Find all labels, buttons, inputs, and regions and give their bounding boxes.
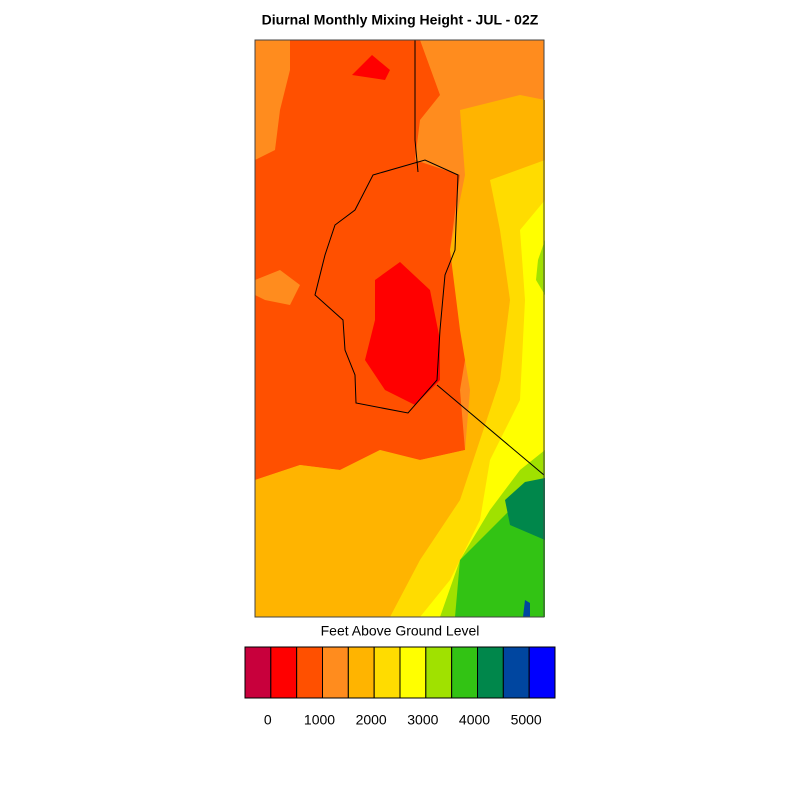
colorbar-box — [399, 646, 427, 699]
boundary — [436, 384, 545, 476]
title: Diurnal Monthly Mixing Height - JUL - 02… — [262, 12, 539, 28]
colorbar-box — [451, 646, 478, 699]
colorbar-box — [528, 646, 556, 699]
colorbar-box — [244, 646, 272, 699]
contour-fill — [365, 262, 440, 405]
map-frame — [254, 39, 545, 618]
colorbar-box — [322, 646, 349, 699]
colorbar: 0 1000 2000 3000 4000 5000 — [244, 646, 556, 728]
colorbar-tick-label: 0 — [264, 712, 272, 728]
map — [254, 39, 545, 618]
contour-fill — [255, 270, 300, 305]
colorbar-box — [425, 646, 453, 699]
colorbar-box — [270, 646, 298, 699]
boundary — [414, 40, 419, 173]
colorbar-tick-label: 5000 — [511, 712, 542, 728]
colorbar-tick-label: 4000 — [459, 712, 490, 728]
boundary — [314, 159, 459, 414]
colorbar-label: Feet Above Ground Level — [321, 623, 480, 639]
colorbar-box — [373, 646, 401, 699]
contour-fill — [536, 240, 545, 295]
colorbar-tick-label: 2000 — [356, 712, 387, 728]
colorbar-box — [347, 646, 375, 699]
colorbar-box — [502, 646, 530, 699]
colorbar-tick-label: 1000 — [304, 712, 335, 728]
contour-fill — [505, 478, 545, 540]
colorbar-box — [296, 646, 323, 699]
contour-fill — [352, 55, 390, 80]
colorbar-tick-label: 3000 — [407, 712, 438, 728]
contour-fill — [523, 600, 530, 617]
colorbar-box — [477, 646, 504, 699]
